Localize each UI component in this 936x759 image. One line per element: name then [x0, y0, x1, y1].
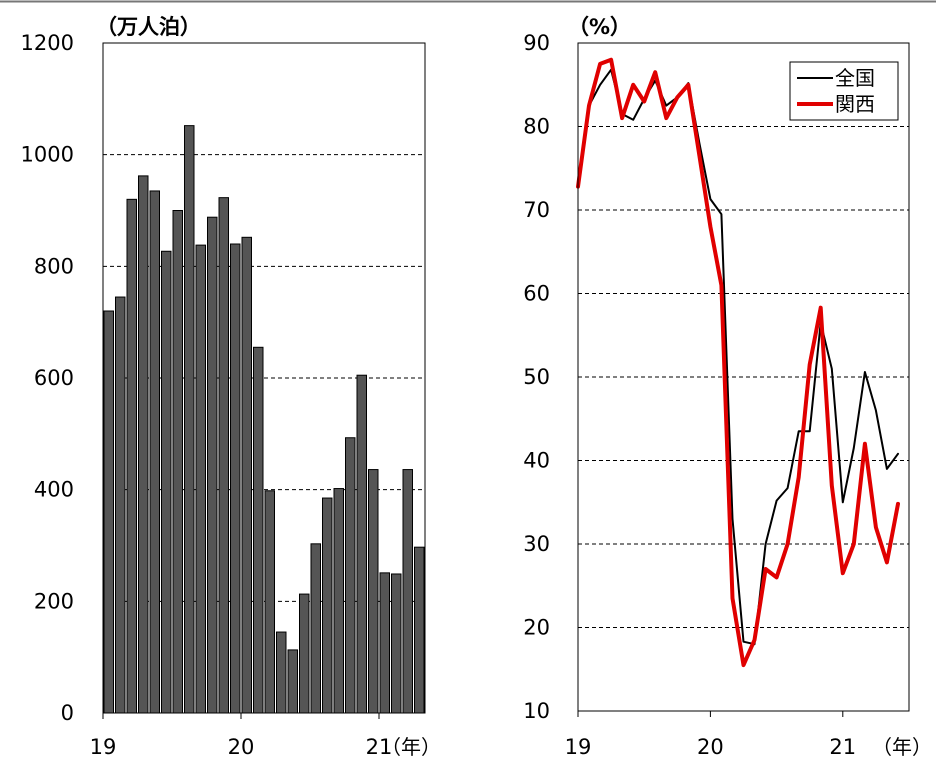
legend-label-zenkoku: 全国	[835, 66, 875, 90]
y-tick-label: 200	[34, 589, 74, 613]
bar	[149, 190, 160, 714]
bar-series	[103, 125, 425, 714]
line-chart-occupancy-rate: 10 20 30 40 50 60 70 80 90 19 20 21 （%） （年） 全国 関西	[523, 15, 932, 759]
x-tick-label: 21	[829, 735, 856, 759]
bar	[161, 250, 172, 714]
bar	[402, 469, 413, 714]
x-tick-labels: 19 20 21	[90, 713, 393, 759]
bar	[414, 546, 425, 714]
x-unit-label: （年）	[381, 735, 441, 759]
y-unit-label: （%）	[568, 15, 631, 39]
bar	[241, 236, 252, 714]
bar	[126, 198, 137, 714]
gridlines	[578, 126, 909, 628]
bar	[172, 210, 183, 714]
y-tick-label: 80	[523, 115, 550, 139]
y-tick-label: 20	[523, 616, 550, 640]
y-tick-label: 60	[523, 282, 550, 306]
x-tick-label: 20	[697, 735, 724, 759]
legend: 全国 関西	[789, 61, 899, 121]
bar	[322, 497, 333, 714]
x-tick-label: 21	[366, 735, 393, 759]
bar	[379, 572, 390, 714]
bar	[310, 543, 321, 714]
bar	[230, 243, 241, 714]
bar	[115, 296, 126, 714]
bar	[368, 469, 379, 714]
legend-box	[789, 61, 899, 121]
y-tick-label: 1000	[21, 143, 74, 167]
bar	[195, 244, 206, 714]
series-line-zenkoku	[577, 68, 899, 646]
bar	[276, 631, 287, 714]
y-tick-label: 800	[34, 254, 74, 278]
y-tick-label: 400	[34, 478, 74, 502]
y-tick-label: 30	[523, 532, 550, 556]
legend-label-kansai: 関西	[835, 92, 875, 116]
series-line-kansai	[576, 57, 900, 668]
y-tick-label: 0	[61, 701, 74, 725]
bar	[138, 175, 149, 714]
bar	[299, 593, 310, 714]
x-tick-labels: 19 20 21	[565, 711, 856, 759]
x-unit-label: （年）	[872, 735, 932, 759]
bar-chart-guest-nights: 0 200 400 600 800 1000 1200 19 20 21 （万人泊） （年）	[21, 15, 441, 759]
plot-frame	[577, 42, 910, 712]
bar	[207, 216, 218, 714]
bar	[218, 197, 229, 714]
y-tick-label: 10	[523, 699, 550, 723]
y-tick-label: 40	[523, 449, 550, 473]
bar	[264, 490, 275, 714]
y-tick-labels: 0 200 400 600 800 1000 1200	[21, 31, 74, 725]
x-tick-label: 20	[228, 735, 255, 759]
line-series	[576, 57, 900, 668]
x-tick-label: 19	[565, 735, 592, 759]
y-tick-label: 600	[34, 366, 74, 390]
y-tick-label: 90	[523, 31, 550, 55]
bar	[287, 649, 298, 714]
y-tick-label: 70	[523, 198, 550, 222]
bar	[345, 437, 356, 714]
y-tick-label: 50	[523, 365, 550, 389]
bar	[253, 346, 264, 714]
bar	[184, 125, 195, 714]
plot-frame	[102, 42, 426, 714]
y-tick-labels: 10 20 30 40 50 60 70 80 90	[523, 31, 550, 723]
bar	[103, 310, 114, 714]
bar	[356, 374, 367, 714]
bar	[333, 488, 344, 714]
bar	[391, 573, 402, 714]
x-tick-label: 19	[90, 735, 117, 759]
y-tick-label: 1200	[21, 31, 74, 55]
y-unit-label: （万人泊）	[96, 15, 201, 39]
